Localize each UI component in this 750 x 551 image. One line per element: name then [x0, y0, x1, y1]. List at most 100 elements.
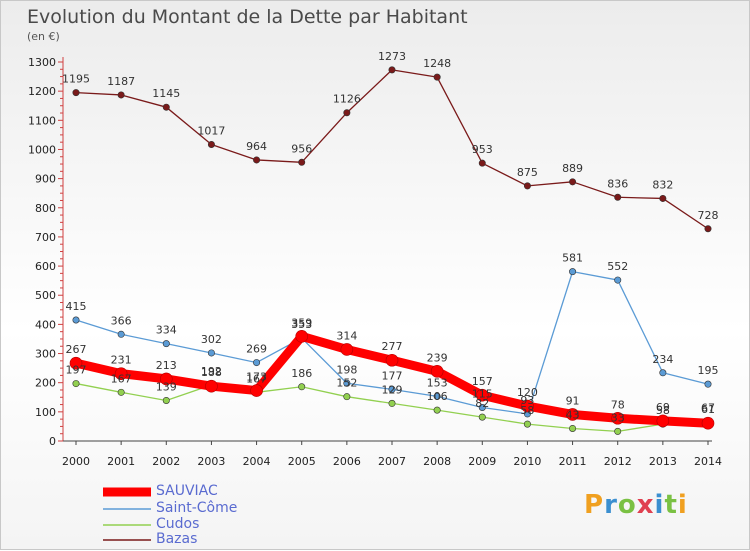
data-label: 213: [156, 359, 177, 372]
x-tick-label: 2000: [62, 455, 90, 468]
y-tick-label: 900: [35, 173, 56, 186]
data-point: [72, 380, 80, 388]
data-label: 728: [698, 209, 719, 222]
x-tick-label: 2003: [197, 455, 225, 468]
data-point: [611, 411, 625, 425]
y-tick-label: 1100: [28, 114, 56, 127]
logo-letter: r: [604, 490, 618, 520]
data-label: 167: [111, 372, 132, 385]
data-point: [207, 349, 215, 357]
data-label: 302: [201, 333, 222, 346]
data-point: [704, 225, 712, 233]
data-label: 832: [652, 178, 673, 191]
legend-label: Bazas: [156, 531, 198, 547]
data-point: [433, 73, 441, 81]
data-label: 115: [472, 387, 493, 400]
data-point: [159, 372, 173, 386]
data-point: [253, 359, 261, 367]
logo-letter: i: [677, 490, 688, 520]
data-point: [614, 193, 622, 201]
data-point: [656, 414, 670, 428]
data-point: [340, 343, 354, 356]
chart-unit: (en €): [27, 30, 60, 43]
data-label: 964: [246, 140, 267, 153]
data-point: [704, 380, 712, 388]
x-tick-label: 2005: [288, 455, 316, 468]
x-tick-label: 2013: [649, 455, 677, 468]
y-tick-label: 800: [35, 202, 56, 215]
data-point: [343, 393, 351, 401]
x-tick-label: 2010: [513, 455, 541, 468]
data-label: 953: [472, 143, 493, 156]
data-label: 195: [698, 364, 719, 377]
legend-label: Cudos: [156, 516, 200, 532]
data-label: 314: [336, 329, 357, 342]
data-label: 956: [291, 142, 312, 155]
data-label: 173: [246, 371, 267, 384]
y-tick-label: 700: [35, 231, 56, 244]
logo-letter: t: [664, 490, 678, 520]
data-point: [478, 413, 486, 421]
data-point: [569, 178, 577, 186]
data-point: [433, 392, 441, 400]
y-tick-label: 400: [35, 318, 56, 331]
data-point: [250, 384, 263, 397]
data-label: 267: [66, 343, 87, 356]
x-tick-label: 2014: [694, 455, 722, 468]
data-point: [72, 316, 80, 324]
data-label: 415: [66, 300, 87, 313]
data-label: 198: [336, 363, 357, 376]
y-tick-label: 0: [49, 435, 56, 448]
logo-letter: P: [584, 490, 605, 520]
data-label: 152: [336, 377, 357, 390]
data-point: [207, 141, 215, 149]
data-point: [162, 396, 170, 404]
data-point: [569, 424, 577, 432]
data-point: [343, 109, 351, 117]
data-label: 359: [291, 316, 312, 329]
data-label: 106: [427, 390, 448, 403]
data-point: [475, 388, 489, 402]
proxiti-logo: Proxiti: [584, 490, 688, 520]
y-tick-label: 1000: [28, 143, 56, 156]
data-label: 43: [566, 408, 580, 421]
x-tick-label: 2007: [378, 455, 406, 468]
data-point: [478, 159, 486, 167]
data-label: 58: [520, 404, 534, 417]
data-label: 1273: [378, 50, 406, 63]
data-label: 1017: [197, 125, 225, 138]
x-tick-label: 2009: [468, 455, 496, 468]
data-point: [388, 385, 396, 393]
chart-title: Evolution du Montant de la Dette par Hab…: [27, 6, 468, 28]
y-tick-label: 1200: [28, 85, 56, 98]
data-label: 61: [701, 403, 715, 416]
y-tick-label: 300: [35, 348, 56, 361]
x-tick-label: 2011: [559, 455, 587, 468]
data-point: [343, 379, 351, 387]
data-label: 875: [517, 166, 538, 179]
data-label: 186: [291, 367, 312, 380]
data-point: [72, 89, 80, 97]
data-label: 1145: [152, 87, 180, 100]
x-tick-label: 2002: [152, 455, 180, 468]
x-tick-label: 2004: [243, 455, 271, 468]
data-label: 157: [472, 375, 493, 388]
x-tick-label: 2006: [333, 455, 361, 468]
y-tick-label: 200: [35, 377, 56, 390]
data-label: 1195: [62, 73, 90, 86]
data-point: [388, 66, 396, 74]
data-point: [659, 194, 667, 202]
y-tick-label: 1300: [28, 56, 56, 69]
data-label: 188: [201, 366, 222, 379]
data-label: 120: [517, 386, 538, 399]
legend-label: SAUVIAC: [156, 483, 218, 499]
data-label: 1126: [333, 93, 361, 106]
data-label: 889: [562, 162, 583, 175]
data-label: 353: [291, 318, 312, 331]
data-point: [614, 276, 622, 284]
data-label: 581: [562, 252, 583, 265]
data-point: [162, 103, 170, 111]
data-point: [614, 427, 622, 435]
